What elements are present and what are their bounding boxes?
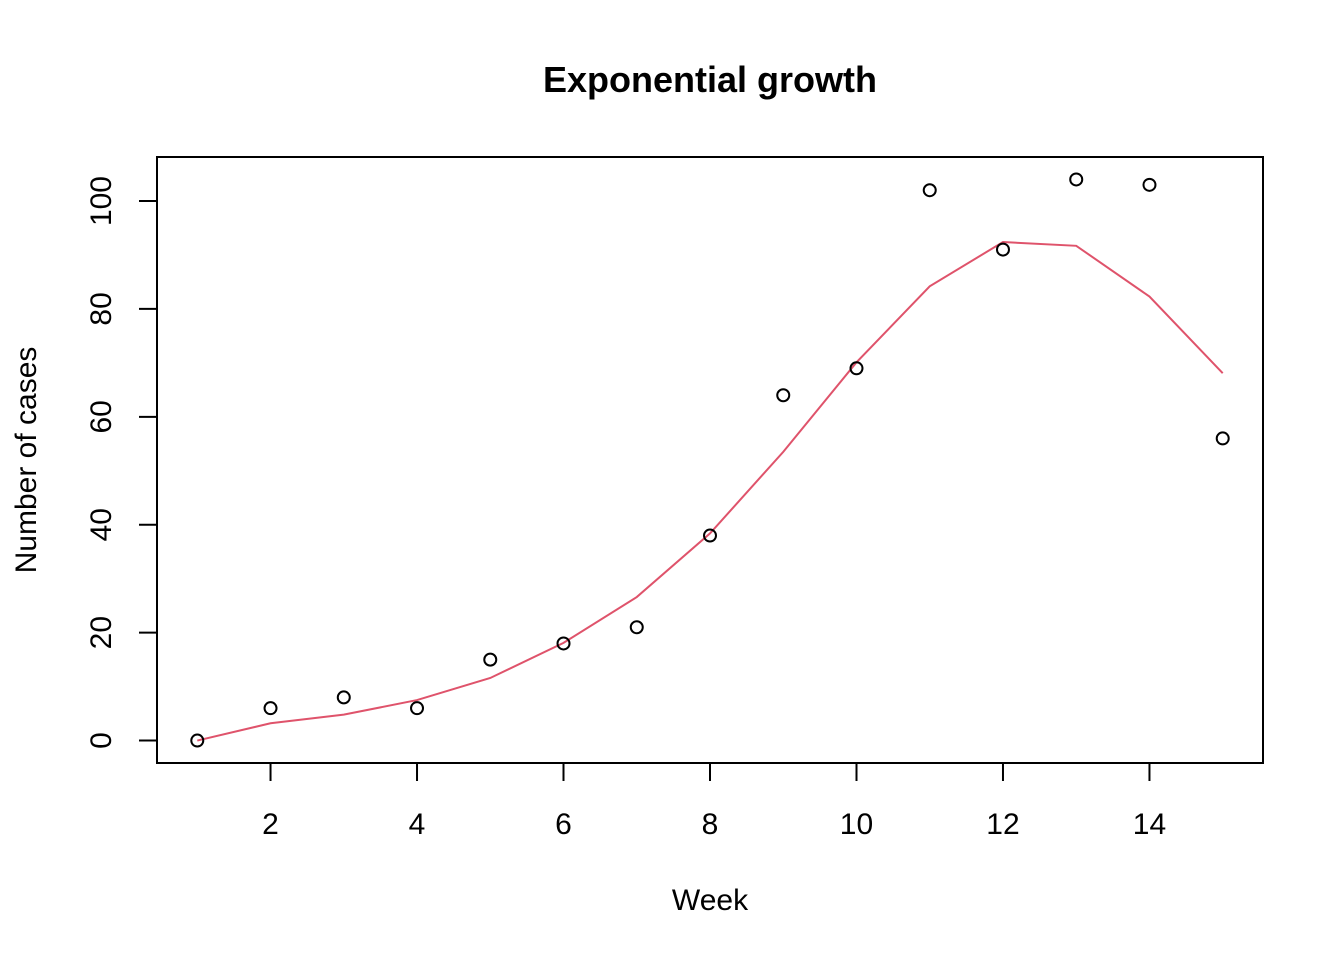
data-point — [190, 733, 205, 748]
x-tick-label: 12 — [986, 808, 1019, 841]
y-tick-label: 100 — [85, 176, 118, 226]
data-point — [995, 242, 1010, 257]
data-point — [1215, 431, 1230, 446]
x-axis-label: Week — [672, 884, 749, 917]
data-point — [556, 636, 571, 651]
x-axis: 2 4 6 8 10 12 14 — [262, 762, 1166, 841]
y-axis-label: Number of cases — [10, 347, 43, 574]
y-tick-label: 60 — [85, 400, 118, 433]
x-tick-label: 4 — [409, 808, 426, 841]
data-point — [629, 620, 644, 635]
x-tick-label: 6 — [555, 808, 572, 841]
data-point — [410, 701, 425, 716]
x-tick-label: 2 — [262, 808, 279, 841]
data-point — [336, 690, 351, 705]
data-point — [849, 361, 864, 376]
plot-frame — [156, 156, 1264, 764]
y-tick-label: 40 — [85, 508, 118, 541]
fitted-line-layer — [197, 241, 1224, 742]
x-tick-label: 10 — [840, 808, 873, 841]
chart-title: Exponential growth — [543, 59, 877, 100]
data-point — [263, 701, 278, 716]
x-tick-label: 8 — [702, 808, 719, 841]
y-tick-label: 80 — [85, 292, 118, 325]
data-point — [922, 183, 937, 198]
data-point — [1142, 177, 1157, 192]
x-tick-label: 14 — [1133, 808, 1166, 841]
y-tick-label: 0 — [85, 732, 118, 749]
data-points-layer — [190, 172, 1230, 748]
data-point — [483, 652, 498, 667]
data-point — [703, 528, 717, 543]
fitted-curve — [197, 241, 1224, 742]
data-point — [776, 388, 791, 403]
y-axis: 0 20 40 60 80 100 — [85, 176, 158, 749]
data-point — [1069, 172, 1084, 187]
y-tick-label: 20 — [85, 616, 118, 649]
